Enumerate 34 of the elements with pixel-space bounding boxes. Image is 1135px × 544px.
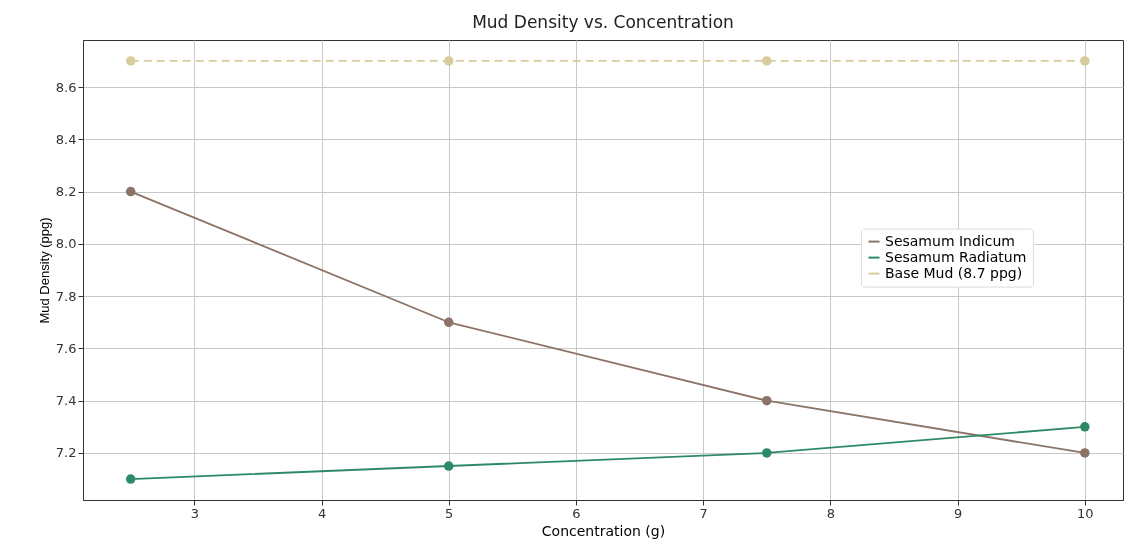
- y-tick-label: 7.2: [55, 445, 77, 461]
- y-axis-title: Mud Density (ppg): [36, 217, 52, 324]
- point: [1080, 56, 1090, 66]
- y-tick-label: 7.8: [55, 288, 77, 304]
- point: [1080, 422, 1090, 432]
- y-tick-label: 8.0: [55, 236, 77, 252]
- point: [125, 56, 136, 66]
- point: [762, 448, 772, 458]
- point: [444, 461, 454, 471]
- legend-label: Base Mud (8.7 ppg): [885, 264, 1023, 281]
- x-tick-label: 10: [1077, 505, 1094, 521]
- x-tick-label: 6: [572, 505, 581, 521]
- x-tick-label: 9: [953, 505, 963, 521]
- point: [125, 474, 136, 484]
- x-tick-label: 3: [190, 505, 199, 521]
- legend-label: Sesamum Indicum: [885, 232, 1015, 249]
- y-tick-label: 8.6: [55, 79, 77, 95]
- y-tick-label: 8.2: [55, 184, 77, 200]
- legend-label: Sesamum Radiatum: [885, 248, 1027, 265]
- point: [762, 56, 772, 66]
- point: [1080, 448, 1090, 458]
- y-tick-label: 8.4: [55, 131, 77, 147]
- x-tick-label: 5: [445, 505, 454, 521]
- x-tick-label: 7: [699, 505, 708, 521]
- point: [444, 56, 454, 66]
- y-tick-label: 7.4: [55, 393, 77, 409]
- point: [762, 395, 772, 406]
- point: [125, 186, 136, 197]
- y-tick-label: 7.6: [55, 340, 77, 356]
- x-tick-label: 8: [826, 505, 836, 521]
- point: [444, 317, 454, 328]
- x-tick-label: 4: [317, 505, 327, 521]
- x-axis-title: Concentration (g): [541, 522, 666, 539]
- chart-title: Mud Density vs. Concentration: [472, 12, 734, 32]
